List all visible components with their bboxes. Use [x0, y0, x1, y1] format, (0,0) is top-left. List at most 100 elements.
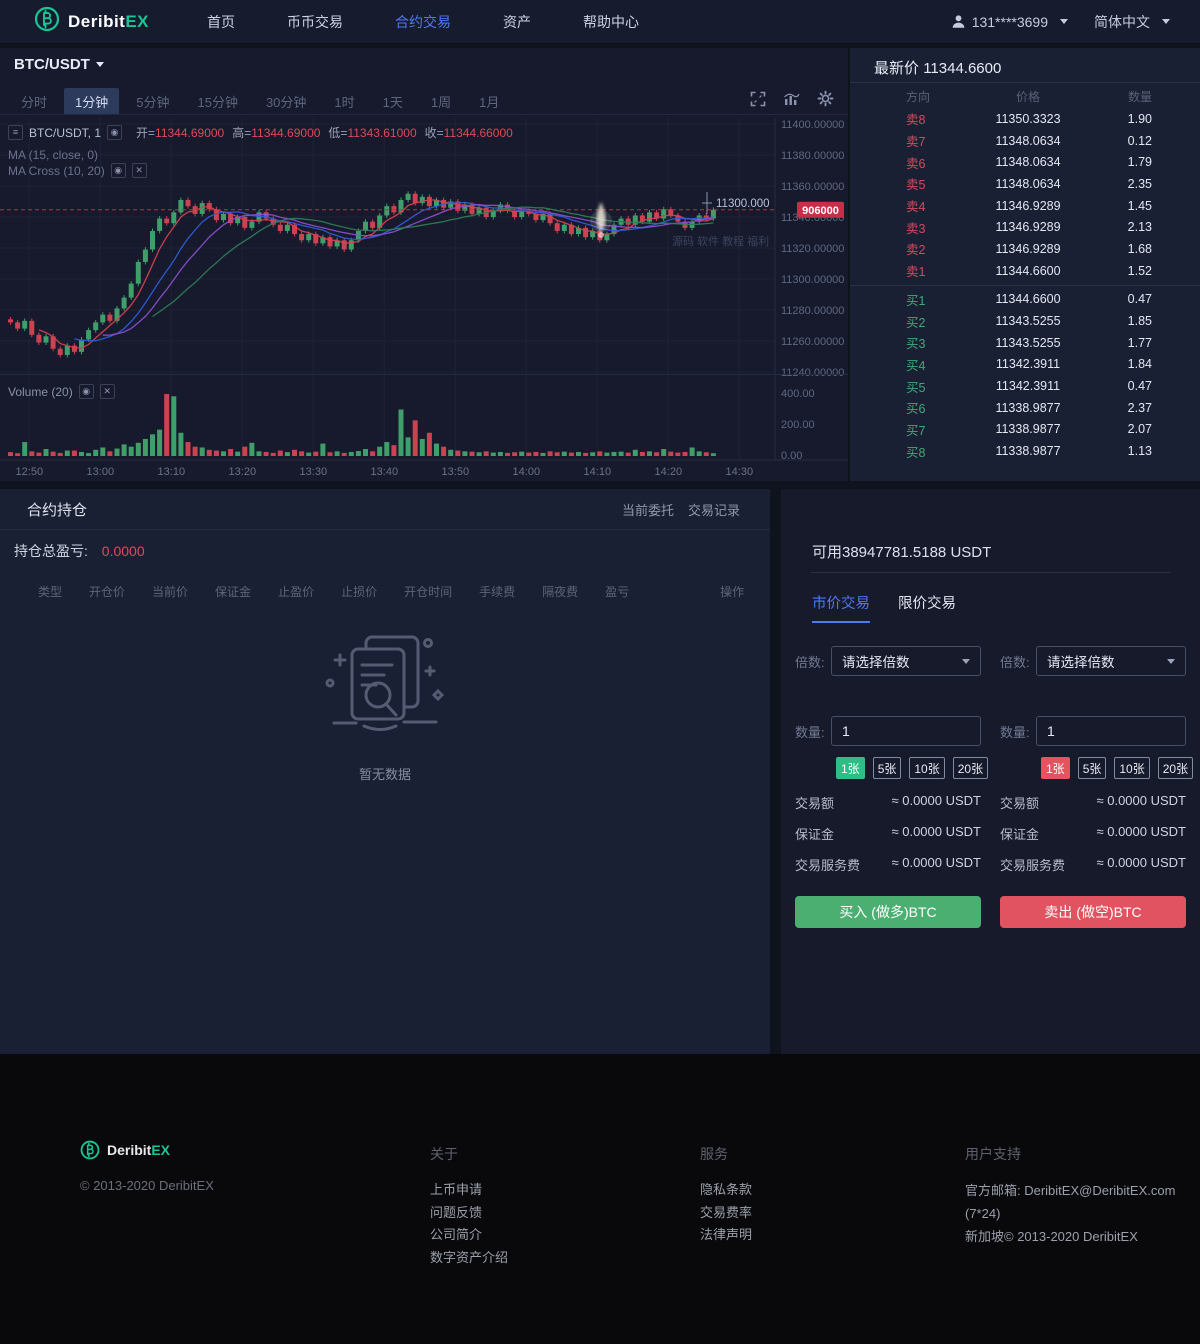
close-icon[interactable]: ✕	[99, 384, 115, 399]
chip-sell-4[interactable]: 20张	[1157, 757, 1194, 779]
amount-input-sell[interactable]	[1036, 716, 1186, 746]
chip-sell-3[interactable]: 10张	[1114, 757, 1150, 779]
leverage-select-sell[interactable]: 请选择倍数	[1036, 646, 1186, 676]
ask-row[interactable]: 卖6 11348.0634 1.79	[850, 151, 1200, 173]
timeframe-4[interactable]: 15分钟	[197, 95, 238, 110]
footer-brand: DeribitEX	[80, 1140, 214, 1160]
buy-long-button[interactable]: 买入 (做多)BTC	[795, 896, 981, 928]
tab-market-order[interactable]: 市价交易	[812, 592, 870, 623]
eye-icon[interactable]: ◉	[110, 163, 126, 178]
summary-value: ≈ 0.0000 USDT	[1096, 855, 1186, 870]
eye-icon[interactable]: ◉	[107, 125, 123, 140]
candlestick-chart[interactable]: 12:50 13:00 13:10 13:20 13:30 13:40 13:50 14:00…	[0, 118, 848, 481]
summary-row: 交易服务费 ≈ 0.0000 USDT	[1000, 855, 1186, 874]
amount-input-buy[interactable]	[831, 716, 981, 746]
bid-label: 买1	[906, 293, 926, 308]
chevron-down-icon	[1060, 19, 1068, 24]
svg-text:11240.00000: 11240.00000	[781, 367, 844, 379]
volume-legend: Volume (20) ◉ ✕	[8, 384, 115, 399]
settings-gear-icon[interactable]	[817, 90, 834, 107]
ask-label: 卖4	[906, 200, 926, 215]
ask-row[interactable]: 卖8 11350.3323 1.90	[850, 108, 1200, 130]
ask-row[interactable]: 卖1 11344.6600 1.52	[850, 260, 1200, 282]
timeframe-2[interactable]: 1分钟	[64, 88, 120, 115]
ask-row[interactable]: 卖3 11346.9289 2.13	[850, 216, 1200, 238]
chip-buy-4[interactable]: 20张	[952, 757, 989, 779]
footer-link-2-3[interactable]: 法律声明	[700, 1227, 753, 1242]
footer-link-1-1[interactable]: 上币申请	[430, 1182, 483, 1197]
bid-row[interactable]: 买4 11342.3911 1.84	[850, 354, 1200, 376]
timeframe-5[interactable]: 30分钟	[265, 95, 307, 110]
bid-row[interactable]: 买1 11344.6600 0.47	[850, 289, 1200, 311]
bid-row[interactable]: 买8 11338.9877 1.13	[850, 440, 1200, 462]
timeframe-1[interactable]: 分时	[21, 95, 48, 110]
chip-sell-1[interactable]: 1张	[1041, 757, 1070, 779]
timeframe-8[interactable]: 1周	[430, 95, 452, 110]
svg-text:11320.00000: 11320.00000	[781, 243, 844, 255]
ask-price: 11346.9289	[995, 198, 1061, 213]
leverage-select-buy[interactable]: 请选择倍数	[831, 646, 981, 676]
footer-brand-name: DeribitEX	[107, 1142, 171, 1158]
nav-item-5[interactable]: 帮助中心	[583, 13, 640, 30]
chip-buy-1[interactable]: 1张	[836, 757, 865, 779]
bid-qty: 1.84	[1127, 357, 1152, 372]
ask-row[interactable]: 卖5 11348.0634 2.35	[850, 173, 1200, 195]
ask-price: 11348.0634	[995, 133, 1061, 148]
chip-buy-3[interactable]: 10张	[909, 757, 945, 779]
brand-logo[interactable]: DeribitEX	[34, 6, 149, 37]
bid-row[interactable]: 买2 11343.5255 1.85	[850, 310, 1200, 332]
bid-label: 买7	[906, 423, 926, 438]
chip-buy-2[interactable]: 5张	[872, 757, 902, 779]
bid-row[interactable]: 买7 11338.9877 2.07	[850, 419, 1200, 441]
timeframe-6[interactable]: 1时	[334, 95, 355, 110]
timeframe-7[interactable]: 1天	[382, 95, 403, 110]
trade-history-link[interactable]: 交易记录	[687, 502, 740, 518]
timeframe-9[interactable]: 1月	[479, 95, 500, 110]
order-book-header: 方向 价格 数量	[850, 88, 1200, 105]
ask-row[interactable]: 卖4 11346.9289 1.45	[850, 195, 1200, 217]
language-label: 简体中文	[1094, 13, 1150, 30]
brand-name: DeribitEX	[68, 11, 150, 31]
footer-link-2-1[interactable]: 隐私条款	[700, 1182, 753, 1197]
ask-row[interactable]: 卖7 11348.0634 0.12	[850, 130, 1200, 152]
close-icon[interactable]: ✕	[131, 163, 147, 178]
pnl-value: 0.0000	[101, 543, 145, 559]
brand-logo-icon	[80, 1140, 100, 1160]
nav-item-3[interactable]: 合约交易	[395, 13, 452, 30]
user-account-menu[interactable]: 131****3699	[951, 14, 1068, 30]
pair-selector[interactable]: BTC/USDT	[14, 56, 104, 73]
open-orders-link[interactable]: 当前委托	[621, 502, 674, 518]
nav-item-2[interactable]: 币币交易	[287, 13, 344, 30]
leverage-label: 倍数:	[1000, 654, 1030, 670]
indicators-icon[interactable]	[783, 91, 800, 107]
positions-column-1: 类型	[38, 585, 63, 599]
footer-about-column: 关于 上币申请 问题反馈 公司简介 数字资产介绍	[430, 1144, 508, 1269]
footer-column-title: 用户支持	[965, 1146, 1021, 1162]
ob-column-1: 方向	[906, 90, 931, 104]
bid-row[interactable]: 买3 11343.5255 1.77	[850, 332, 1200, 354]
fullscreen-icon[interactable]	[750, 91, 766, 107]
footer-link-2-2[interactable]: 交易费率	[700, 1204, 753, 1220]
ask-row[interactable]: 卖2 11346.9289 1.68	[850, 238, 1200, 260]
footer-link-1-4[interactable]: 数字资产介绍	[430, 1249, 509, 1265]
empty-text: 暂无数据	[358, 767, 411, 782]
language-selector[interactable]: 简体中文	[1094, 12, 1170, 32]
footer-link-1-2[interactable]: 问题反馈	[430, 1204, 483, 1220]
svg-text:11360.00000: 11360.00000	[781, 181, 844, 193]
bid-qty: 2.37	[1127, 400, 1152, 415]
tab-limit-order[interactable]: 限价交易	[898, 596, 956, 612]
amount-chips-sell: 1张 5张 10张 20张	[1041, 757, 1194, 779]
chip-sell-2[interactable]: 5张	[1077, 757, 1107, 779]
layers-icon[interactable]: ≡	[8, 125, 23, 140]
timeframe-3[interactable]: 5分钟	[136, 95, 170, 110]
bid-row[interactable]: 买6 11338.9877 2.37	[850, 397, 1200, 419]
leverage-placeholder: 请选择倍数	[842, 655, 910, 670]
nav-item-1[interactable]: 首页	[207, 13, 236, 30]
bid-qty: 1.13	[1127, 444, 1152, 459]
positions-column-3: 当前价	[152, 585, 189, 599]
bid-row[interactable]: 买5 11342.3911 0.47	[850, 375, 1200, 397]
nav-item-4[interactable]: 资产	[503, 13, 532, 30]
footer-link-1-3[interactable]: 公司简介	[430, 1227, 483, 1242]
sell-short-button[interactable]: 卖出 (做空)BTC	[1000, 896, 1186, 928]
eye-icon[interactable]: ◉	[78, 384, 94, 399]
